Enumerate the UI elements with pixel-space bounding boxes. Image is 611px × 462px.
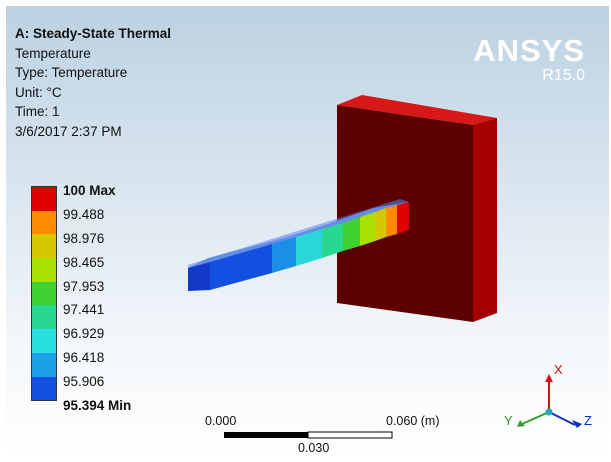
result-time: Time: 1	[15, 104, 60, 119]
legend-band	[31, 376, 57, 402]
axis-triad	[517, 374, 582, 428]
legend-label: 97.441	[63, 302, 105, 317]
color-legend[interactable]	[31, 186, 57, 402]
analysis-title: A: Steady-State Thermal	[15, 26, 172, 41]
scale-right-label: 0.060 (m)	[386, 414, 440, 428]
legend-label: 98.976	[63, 231, 105, 246]
legend-label-min: 95.394 Min	[63, 398, 132, 413]
scale-mid-label: 0.030	[298, 441, 330, 455]
result-date: 3/6/2017 2:37 PM	[15, 123, 122, 139]
triad-z-label: Z	[584, 413, 592, 428]
legend-band	[31, 210, 57, 235]
scale-left-label: 0.000	[205, 414, 237, 428]
legend-band	[31, 352, 57, 377]
legend-band	[31, 234, 57, 259]
fin	[188, 199, 409, 291]
logo-version: R15.0	[542, 67, 585, 84]
legend-label: 95.906	[63, 374, 105, 389]
legend-label: 97.953	[63, 279, 105, 294]
legend-band	[31, 305, 57, 330]
legend-label: 98.465	[63, 255, 105, 270]
legend-band	[31, 329, 57, 353]
logo-name: ANSYS	[473, 33, 585, 68]
result-type: Type: Temperature	[15, 65, 128, 80]
result-info-panel: A: Steady-State Thermal Temperature Type…	[15, 24, 171, 141]
legend-label-max: 100 Max	[63, 183, 116, 198]
triad-x-label: X	[554, 362, 563, 377]
ansys-logo: ANSYS R15.0	[473, 33, 585, 86]
result-unit: Unit: °C	[15, 84, 62, 100]
legend-label: 96.418	[63, 350, 105, 365]
legend-label: 99.488	[63, 207, 105, 222]
legend-band	[31, 281, 57, 306]
legend-band	[31, 258, 57, 282]
triad-y-label: Y	[504, 413, 513, 428]
result-name: Temperature	[15, 45, 91, 61]
legend-label: 96.929	[63, 326, 105, 341]
legend-band	[31, 186, 57, 211]
